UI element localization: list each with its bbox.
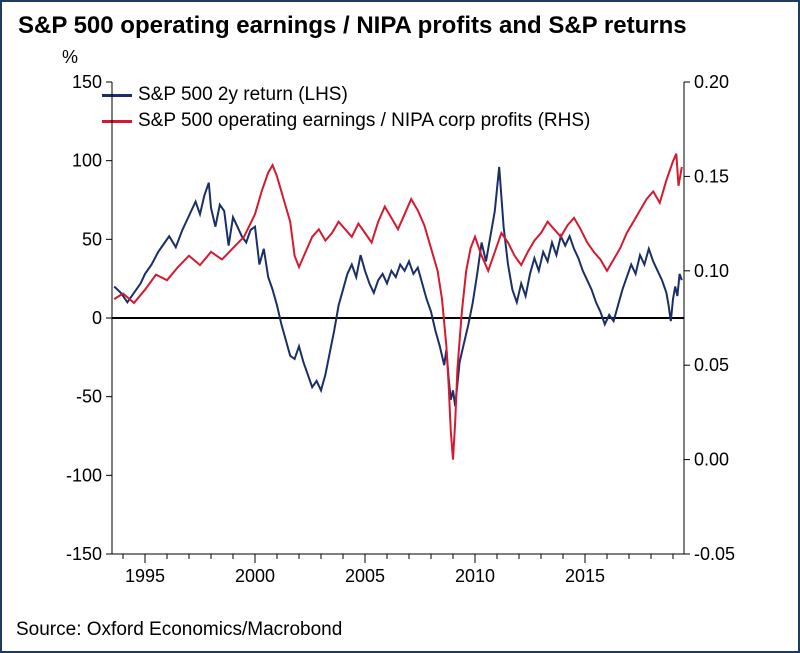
plot-svg: -150 -100 -50 0 50 100 150 -0.05 0.00 0.05 0.10 0.1…: [64, 74, 740, 594]
svg-text:0.15: 0.15: [694, 166, 729, 186]
svg-text:0.00: 0.00: [694, 450, 729, 470]
plot-area: -150 -100 -50 0 50 100 150 -0.05 0.00 0.05 0.10 0.1…: [64, 74, 740, 594]
svg-text:2005: 2005: [345, 566, 385, 586]
y-unit-label: %: [62, 47, 78, 68]
svg-text:-100: -100: [66, 465, 102, 485]
svg-text:-0.05: -0.05: [694, 544, 735, 564]
svg-text:2010: 2010: [455, 566, 495, 586]
series-blue: [114, 167, 682, 406]
chart-frame: S&P 500 operating earnings / NIPA profit…: [0, 0, 800, 653]
svg-text:0.20: 0.20: [694, 74, 729, 92]
chart-title: S&P 500 operating earnings / NIPA profit…: [18, 12, 687, 40]
svg-text:-150: -150: [66, 544, 102, 564]
svg-text:0.10: 0.10: [694, 261, 729, 281]
svg-text:0: 0: [92, 308, 102, 328]
svg-text:150: 150: [72, 74, 102, 92]
svg-text:1995: 1995: [125, 566, 165, 586]
svg-text:50: 50: [82, 229, 102, 249]
series-red: [114, 154, 682, 460]
svg-text:-50: -50: [76, 387, 102, 407]
svg-text:2015: 2015: [565, 566, 605, 586]
svg-text:2000: 2000: [235, 566, 275, 586]
svg-text:0.05: 0.05: [694, 355, 729, 375]
source-text: Source: Oxford Economics/Macrobond: [16, 619, 342, 641]
svg-text:100: 100: [72, 151, 102, 171]
